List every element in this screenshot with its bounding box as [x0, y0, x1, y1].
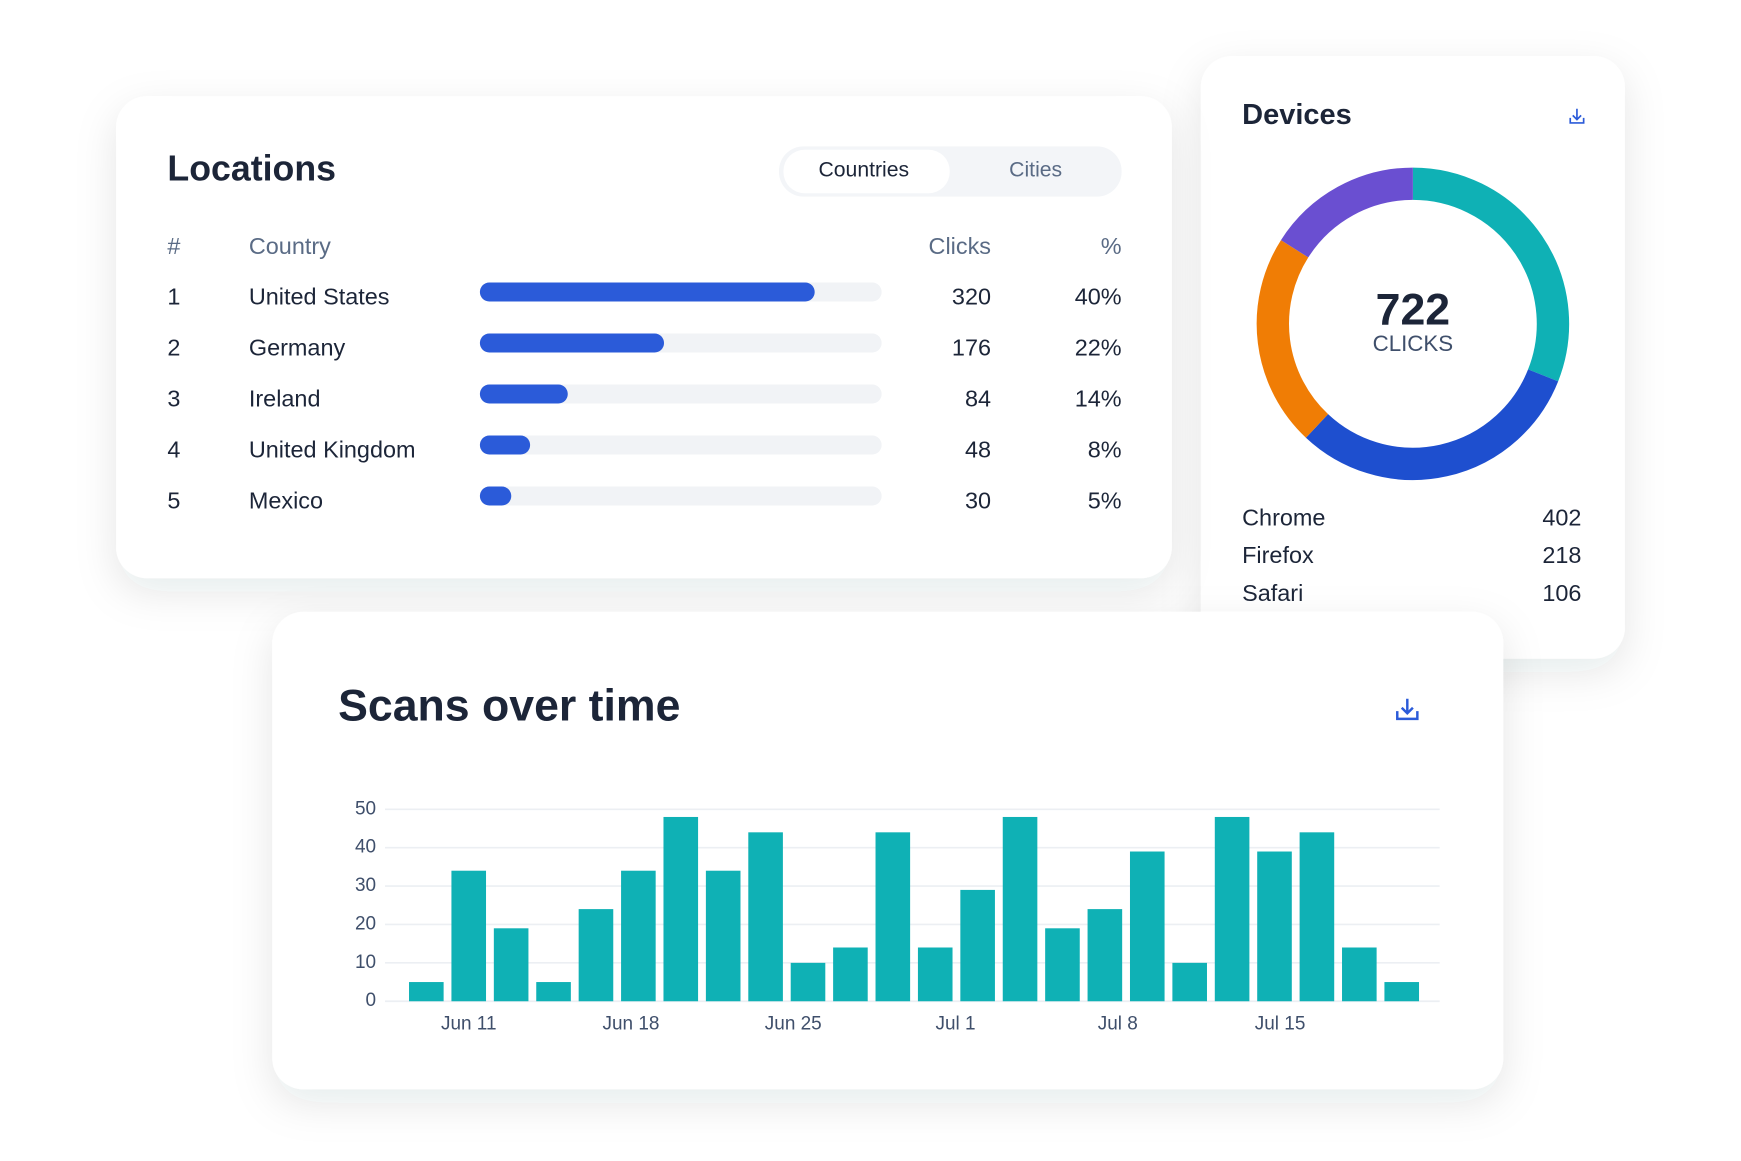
bar	[917, 947, 953, 1002]
tab-selected[interactable]	[783, 149, 950, 194]
x-tick-label: Jul 8	[1098, 1014, 1138, 1035]
bar	[1299, 832, 1335, 1002]
bar	[705, 870, 741, 1002]
download-icon[interactable]	[1569, 108, 1585, 124]
bar	[790, 962, 826, 1002]
device-name: Firefox	[1242, 542, 1314, 568]
column-header: %	[1101, 233, 1122, 259]
card	[1200, 55, 1625, 659]
bar	[479, 333, 665, 353]
title: Devices	[1242, 99, 1352, 131]
country: Mexico	[249, 487, 323, 513]
bar	[451, 870, 487, 1002]
y-tick-label: 20	[355, 913, 376, 934]
bar	[479, 384, 568, 404]
donut-segment	[1412, 167, 1570, 382]
percent: 22%	[1075, 334, 1122, 360]
column-header: Country	[249, 233, 331, 259]
percent: 5%	[1088, 487, 1122, 513]
bar	[1257, 851, 1292, 1002]
x-tick-label: Jul 15	[1255, 1014, 1306, 1035]
country: Germany	[249, 334, 346, 360]
bar	[833, 947, 868, 1002]
bar-track	[479, 435, 882, 455]
scans-card: Scans over time 0 10 20 30 40 50 Jun 11 Jun 18 J…	[272, 611, 1504, 1090]
download-icon[interactable]	[1396, 698, 1419, 721]
bar	[1384, 982, 1420, 1002]
bar	[479, 435, 531, 455]
country: United States	[249, 283, 390, 309]
devices-card: Devices 722 CLICKS Chrome 402 Firefox 218 Sa…	[1200, 55, 1625, 659]
bar	[1342, 947, 1377, 1002]
country: Ireland	[249, 385, 321, 411]
y-tick-label: 50	[355, 798, 376, 819]
bar-track	[479, 384, 882, 404]
x-tick-label: Jul 1	[936, 1014, 976, 1035]
title: Scans over time	[338, 682, 680, 731]
y-tick-label: 0	[366, 990, 377, 1011]
bar	[960, 889, 995, 1002]
y-tick-label: 10	[355, 952, 376, 973]
bar	[1087, 909, 1123, 1002]
column-header: Clicks	[929, 233, 991, 259]
clicks: 48	[965, 436, 991, 462]
total-label: CLICKS	[1373, 331, 1454, 356]
bar	[1002, 816, 1038, 1002]
bar	[479, 486, 512, 506]
rank: 3	[167, 385, 180, 411]
y-tick-label: 30	[355, 875, 376, 896]
device-value: 106	[1542, 580, 1581, 606]
bar	[1045, 928, 1080, 1002]
locations-card: Locations Countries Cities # Country Click…	[116, 96, 1172, 579]
percent: 14%	[1075, 385, 1122, 411]
clicks: 320	[952, 283, 991, 309]
y-tick-label: 40	[355, 837, 376, 858]
rank: 1	[167, 283, 180, 309]
column-header: #	[167, 233, 180, 259]
donut-segment	[1280, 167, 1414, 258]
bar	[578, 909, 614, 1002]
tab[interactable]: Cities	[1009, 159, 1062, 182]
tab[interactable]: Countries	[818, 159, 909, 182]
bar	[748, 832, 783, 1002]
bar	[479, 282, 815, 302]
bar	[1214, 816, 1250, 1002]
clicks: 176	[952, 334, 991, 360]
rank: 2	[167, 334, 180, 360]
bar	[1129, 851, 1165, 1002]
bar	[1172, 962, 1207, 1002]
device-value: 218	[1542, 542, 1581, 568]
device-value: 402	[1542, 504, 1581, 530]
clicks: 30	[965, 487, 991, 513]
clicks: 84	[965, 385, 991, 411]
bar	[621, 870, 656, 1002]
total: 722	[1376, 285, 1450, 334]
x-tick-label: Jun 25	[765, 1014, 822, 1035]
bar	[663, 816, 699, 1002]
bar	[875, 832, 911, 1002]
x-tick-label: Jun 18	[603, 1014, 660, 1035]
x-tick-label: Jun 11	[441, 1014, 497, 1035]
rank: 5	[167, 487, 180, 513]
rank: 4	[167, 436, 180, 462]
title: Locations	[167, 148, 336, 188]
percent: 40%	[1075, 283, 1122, 309]
country: United Kingdom	[249, 436, 416, 462]
percent: 8%	[1088, 436, 1122, 462]
bar	[536, 982, 571, 1002]
bar-track	[479, 486, 882, 506]
device-name: Chrome	[1242, 504, 1325, 530]
donut-segment	[1256, 240, 1329, 438]
donut-segment	[1305, 369, 1559, 481]
bar	[493, 928, 529, 1002]
device-name: Safari	[1242, 580, 1303, 606]
bar	[409, 982, 444, 1002]
